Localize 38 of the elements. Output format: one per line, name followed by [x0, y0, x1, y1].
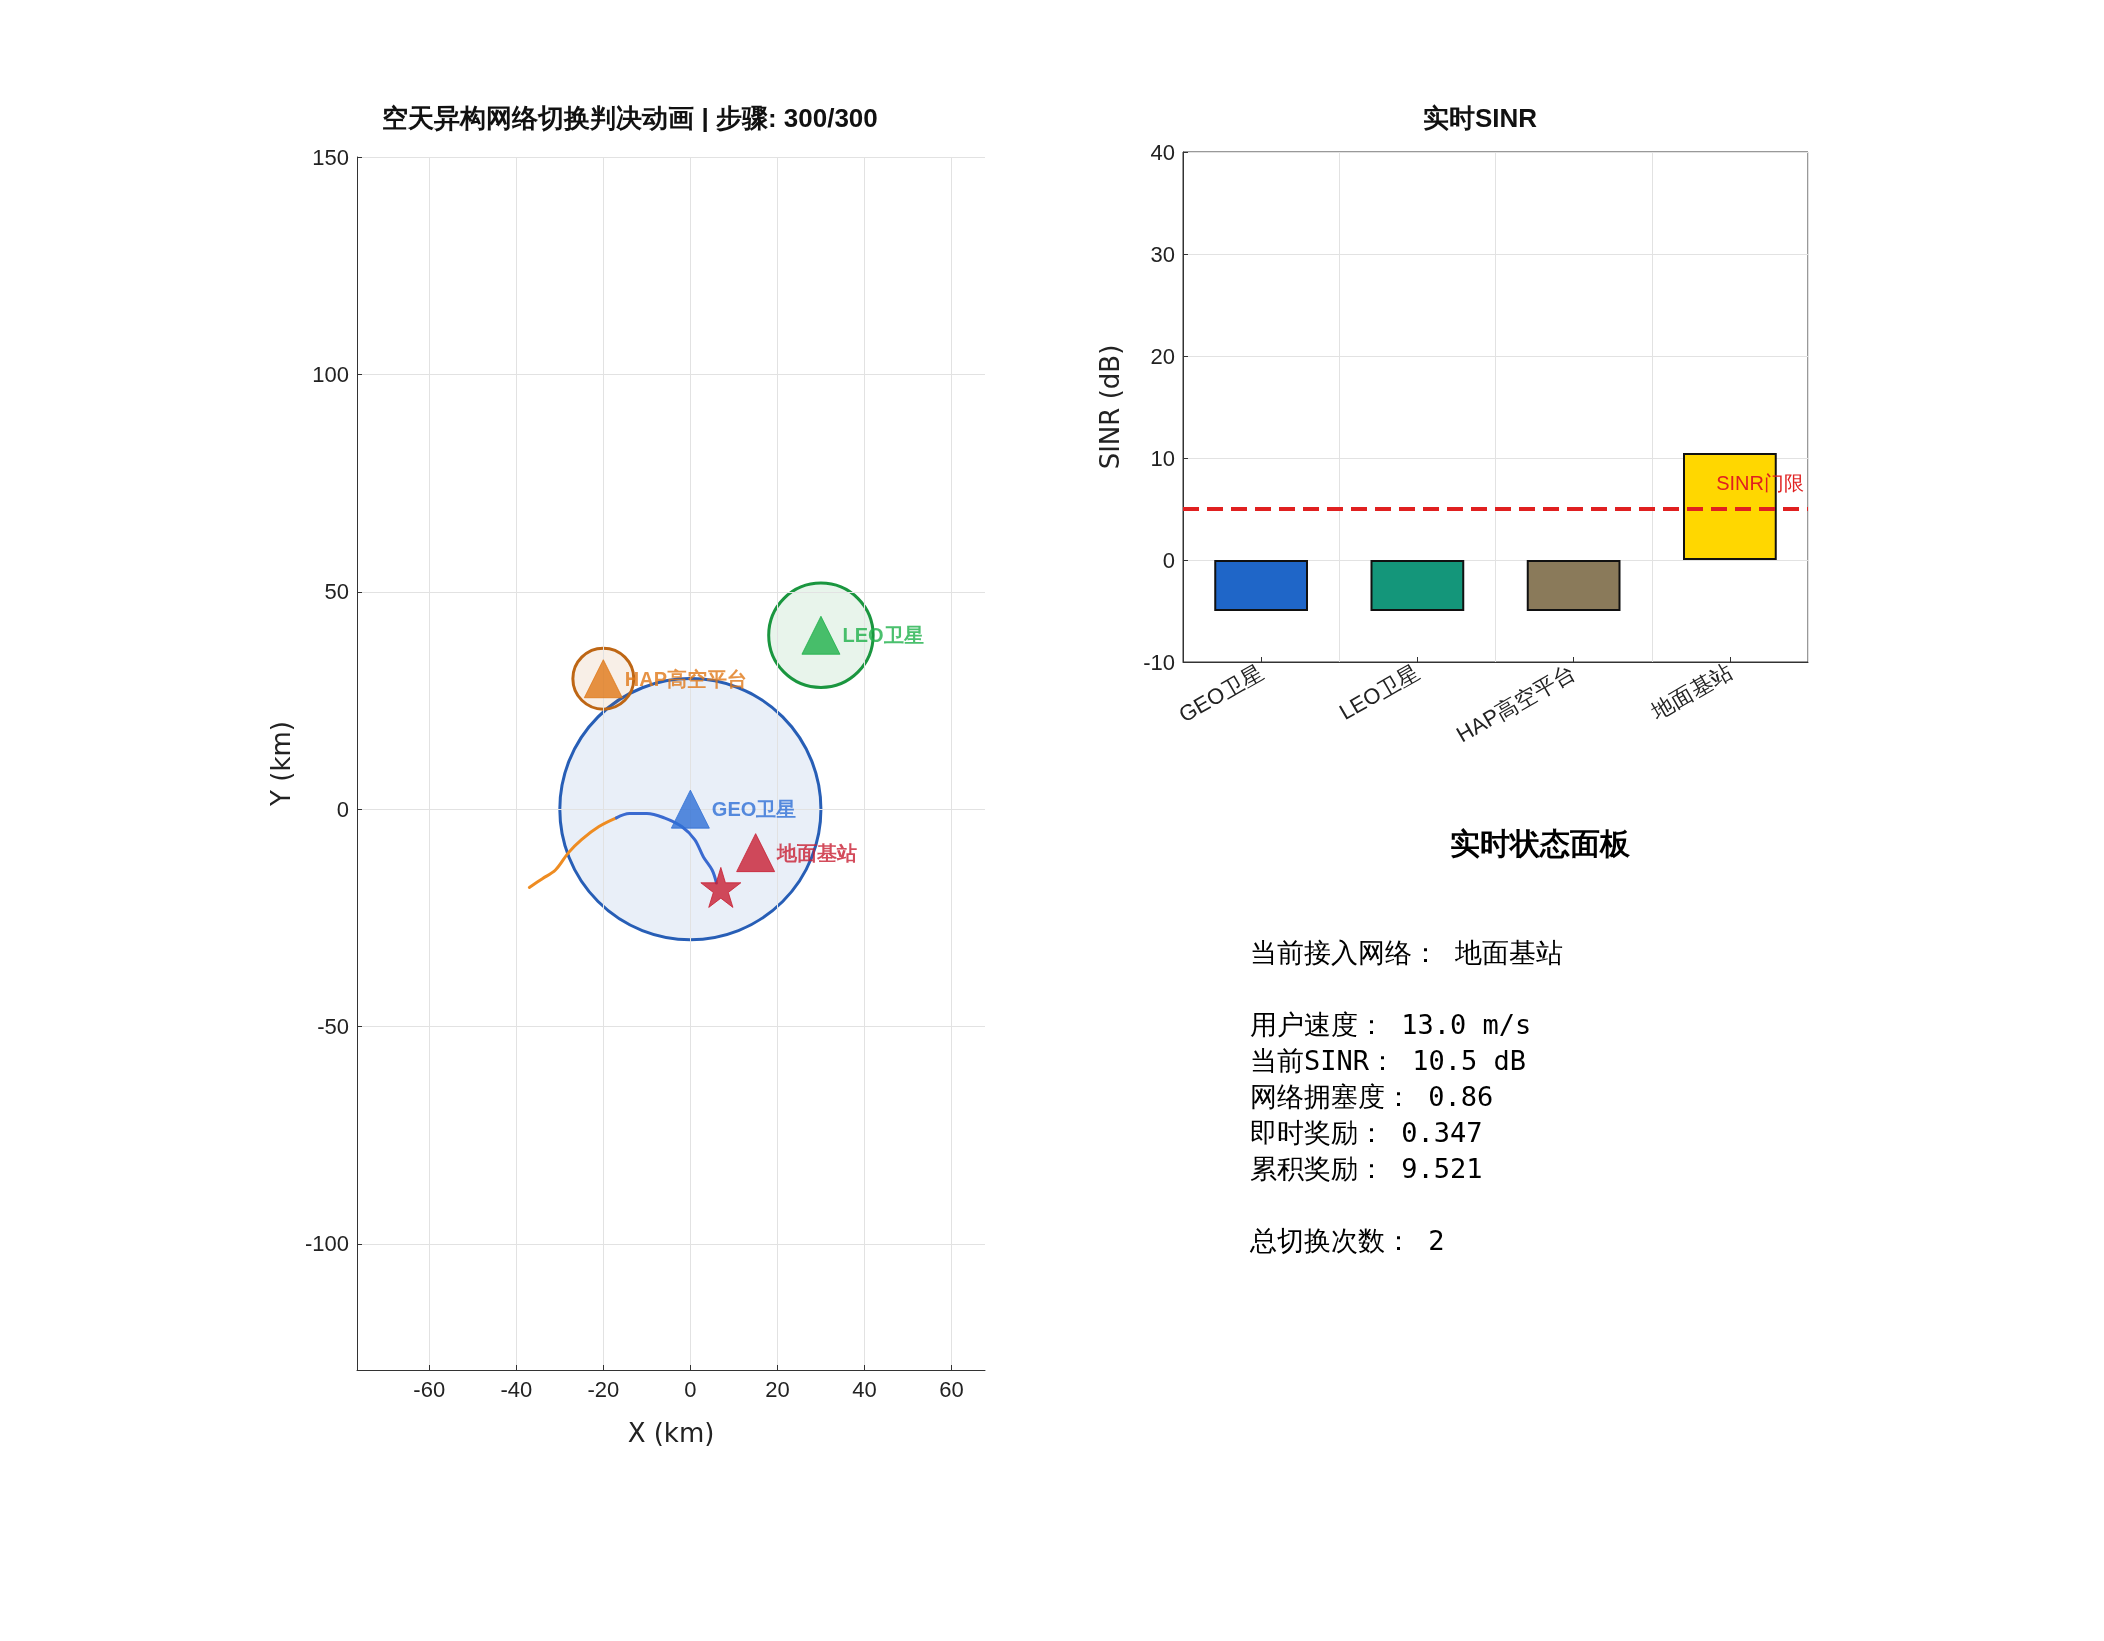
x-tick-label: 地面基站	[1646, 659, 1737, 726]
x-tick-label: 40	[852, 1376, 877, 1402]
y-tick-label: 10	[1150, 445, 1175, 471]
x-tick-label: -60	[413, 1376, 446, 1402]
y-tick-label: 100	[312, 361, 349, 387]
line-series	[527, 816, 618, 889]
text: 即时奖励： 0.347	[1250, 1116, 1484, 1150]
y-tick-label: -10	[1143, 649, 1175, 675]
x-tick-label: -20	[587, 1376, 620, 1402]
y-axis-title: SINR (dB)	[1095, 344, 1125, 470]
x-tick-label: GEO卫星	[1174, 659, 1268, 728]
y-tick-label: -50	[317, 1014, 349, 1040]
text: 网络拥塞度： 0.86	[1250, 1080, 1495, 1114]
y-tick-label: 20	[1150, 343, 1175, 369]
y-tick-label: 50	[324, 579, 349, 605]
y-tick-label: 30	[1150, 241, 1175, 267]
x-tick-label: 0	[684, 1376, 697, 1402]
text: 用户速度： 13.0 m/s	[1250, 1008, 1533, 1042]
text: 当前SINR： 10.5 dB	[1250, 1044, 1528, 1078]
y-axis-title: Y (km)	[266, 721, 297, 807]
chart-title: 实时SINR	[1422, 103, 1538, 133]
x-axis-title: X (km)	[627, 1418, 715, 1448]
series-label: GEO卫星	[711, 798, 797, 821]
x-tick-label: -40	[500, 1376, 533, 1402]
x-tick-label: LEO卫星	[1334, 659, 1424, 725]
text: 当前接入网络： 地面基站	[1250, 936, 1565, 970]
y-tick-label: -100	[304, 1231, 349, 1257]
text: 累积奖励： 9.521	[1250, 1152, 1484, 1186]
y-tick-label: 40	[1150, 139, 1175, 165]
y-tick-label: 150	[312, 144, 349, 170]
x-tick-label: 60	[939, 1376, 964, 1402]
x-tick-label: HAP高空平台	[1452, 659, 1580, 748]
y-tick-label: 0	[1162, 547, 1175, 573]
chart-title: 空天异构网络切换判决动画 | 步骤: 300/300	[382, 103, 878, 133]
text: 实时状态面板	[1449, 825, 1631, 863]
text: 总切换次数： 2	[1250, 1224, 1446, 1258]
x-tick-label: 20	[765, 1376, 790, 1402]
y-tick-label: 0	[336, 796, 349, 822]
